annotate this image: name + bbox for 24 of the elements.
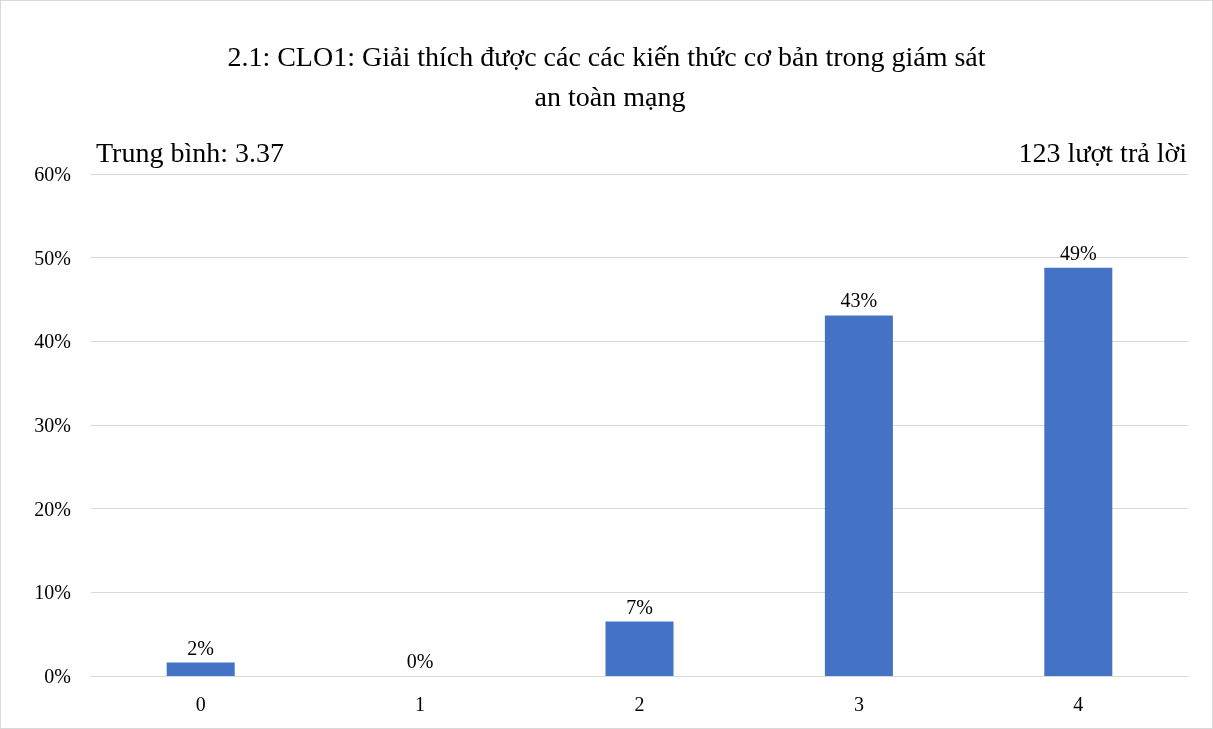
bar [1044, 267, 1113, 676]
x-tick-label: 1 [415, 693, 426, 715]
text: Trung bình: 3.37 [96, 136, 285, 168]
y-tick-label: 40% [34, 330, 71, 353]
x-tick-label: 4 [1073, 693, 1084, 715]
x-tick-label: 0 [195, 693, 206, 715]
data-label: 7% [626, 595, 653, 618]
text: 123 lượt trả lời [1018, 136, 1188, 168]
y-tick-label: 60% [34, 163, 71, 185]
y-tick-label: 30% [34, 414, 71, 436]
y-tick-label: 50% [34, 246, 71, 269]
chart-title: 2.1: CLO1: Giải thích được các các kiến thức cơ bản trong giám sát an toàn mạng [227, 40, 986, 112]
y-tick-label: 10% [34, 581, 71, 604]
bar [166, 662, 235, 676]
data-label: 0% [406, 650, 434, 672]
y-tick-label: 0% [44, 665, 71, 687]
data-label: 43% [840, 289, 878, 312]
x-tick-label: 3 [853, 693, 864, 715]
bar [824, 315, 893, 676]
data-label: 49% [1059, 241, 1097, 264]
bar [605, 621, 674, 676]
y-tick-label: 20% [34, 497, 71, 520]
x-tick-label: 2 [634, 693, 645, 715]
data-label: 2% [187, 636, 215, 659]
